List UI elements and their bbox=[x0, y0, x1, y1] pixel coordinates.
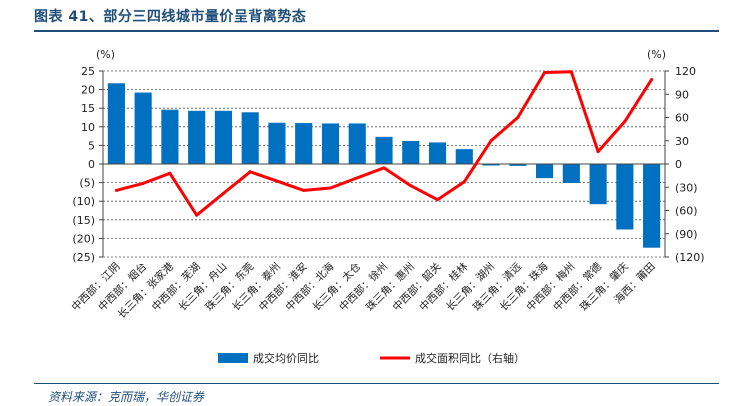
line-point bbox=[516, 116, 520, 119]
bar bbox=[562, 164, 580, 183]
line-point bbox=[355, 176, 359, 180]
right-tick-label: 120 bbox=[675, 65, 696, 78]
legend: 成交均价同比 成交面积同比（右轴） bbox=[218, 351, 525, 365]
bar bbox=[402, 140, 420, 164]
line-point bbox=[195, 213, 199, 217]
line-point bbox=[382, 166, 386, 170]
left-tick-label: 5 bbox=[88, 139, 95, 152]
left-tick-label: 0 bbox=[88, 158, 95, 171]
bar bbox=[321, 123, 340, 164]
bar bbox=[455, 149, 473, 164]
bar bbox=[134, 92, 152, 164]
source-note: 资料来源：克而瑞，华创证券 bbox=[48, 390, 205, 404]
bar bbox=[348, 123, 366, 164]
left-tick-label: 10 bbox=[81, 121, 95, 134]
bar bbox=[107, 83, 125, 164]
left-tick-label: (25) bbox=[72, 251, 95, 264]
left-tick-label: 25 bbox=[81, 65, 95, 78]
bar bbox=[161, 109, 179, 164]
category-labels: 中西部：江阴中西部：烟台长三角：张家港中西部：芜湖长三角：舟山珠三角：东莞长三角… bbox=[69, 260, 658, 322]
left-tick-label: (5) bbox=[79, 177, 95, 190]
left-axis-unit: (%) bbox=[96, 48, 115, 61]
bar bbox=[375, 136, 393, 164]
line-point bbox=[168, 171, 172, 175]
left-axis: 25 20 15 10 5 0 (5) (10) (15) (20) (25) bbox=[72, 65, 103, 264]
right-tick-label: (60) bbox=[675, 205, 698, 218]
bar bbox=[428, 142, 447, 164]
bar-series bbox=[107, 83, 661, 248]
legend-bar-swatch bbox=[218, 353, 248, 363]
bar bbox=[268, 122, 286, 164]
left-tick-label: 15 bbox=[81, 102, 95, 115]
line-point bbox=[248, 170, 252, 174]
line-point bbox=[489, 139, 493, 143]
legend-line-label: 成交面积同比（右轴） bbox=[415, 351, 525, 365]
bar bbox=[241, 112, 259, 164]
right-tick-label: 0 bbox=[675, 158, 682, 171]
line-point bbox=[114, 188, 118, 192]
left-tick-label: (20) bbox=[72, 232, 95, 245]
bar bbox=[188, 110, 206, 164]
line-points bbox=[114, 70, 654, 217]
bar bbox=[295, 123, 313, 164]
legend-bar-label: 成交均价同比 bbox=[253, 351, 319, 365]
right-tick-label: (90) bbox=[675, 228, 698, 241]
line-point bbox=[221, 191, 225, 195]
line-point bbox=[302, 188, 306, 192]
left-tick-label: 20 bbox=[81, 84, 95, 97]
bar bbox=[536, 164, 554, 179]
right-axis-unit: (%) bbox=[647, 48, 666, 61]
line-point bbox=[409, 184, 413, 188]
line-point bbox=[141, 181, 145, 185]
line-point bbox=[436, 198, 440, 202]
bar bbox=[214, 110, 232, 164]
line-point bbox=[623, 119, 627, 123]
right-tick-label: 60 bbox=[675, 112, 689, 125]
title-rule bbox=[34, 30, 719, 32]
line-point bbox=[275, 179, 279, 183]
line-point bbox=[543, 71, 547, 75]
bar bbox=[509, 164, 527, 166]
line-point bbox=[328, 186, 332, 190]
left-tick-label: (10) bbox=[72, 195, 95, 208]
bar bbox=[643, 164, 661, 248]
line-point bbox=[596, 150, 600, 154]
right-tick-label: (30) bbox=[675, 181, 698, 194]
right-axis: 120 90 60 30 0 (30) (60) (90) (120) bbox=[665, 65, 705, 264]
bar bbox=[589, 164, 607, 205]
left-tick-label: (15) bbox=[72, 214, 95, 227]
bar bbox=[616, 164, 634, 230]
right-tick-label: (120) bbox=[675, 251, 705, 264]
line-point bbox=[650, 78, 654, 82]
figure-title: 图表 41、部分三四线城市量价呈背离势态 bbox=[34, 9, 307, 25]
bar bbox=[482, 164, 500, 166]
right-tick-label: 30 bbox=[675, 135, 689, 148]
line-point bbox=[462, 180, 466, 184]
right-tick-label: 90 bbox=[675, 88, 689, 101]
line-point bbox=[569, 70, 573, 74]
footer-rule bbox=[34, 383, 719, 384]
